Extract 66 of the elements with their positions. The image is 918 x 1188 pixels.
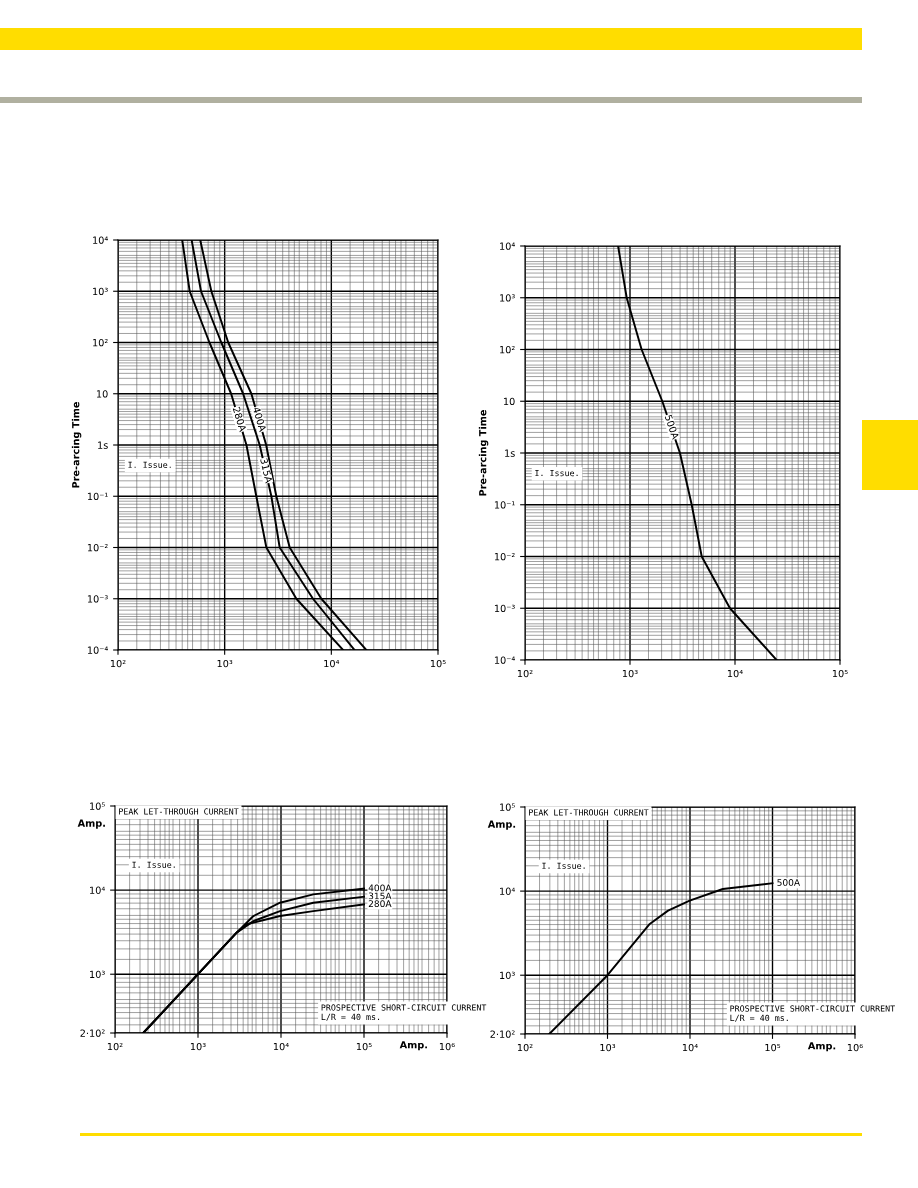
y-tick-label: 10⁵ (500, 803, 515, 811)
x-tick-label: 10⁵ (832, 669, 848, 678)
y-tick-label: 10³ (500, 294, 515, 302)
y-tick-label: 1s (505, 449, 515, 457)
y-tick-label: 10⁻⁴ (87, 646, 108, 654)
x-tick-label: 10⁴ (682, 1043, 698, 1052)
x-axis-title: Amp. (807, 1042, 836, 1052)
y-tick-label: 2·10² (490, 1030, 515, 1038)
x-tick-label: 10² (517, 1043, 533, 1052)
annotation: PEAK LET-THROUGH CURRENT (119, 808, 239, 815)
x-tick-label: 10⁶ (847, 1043, 863, 1052)
x-tick-label: 10⁵ (765, 1043, 781, 1052)
y-tick-label: 10⁴ (93, 236, 108, 244)
annotation: I. Issue. (535, 470, 578, 477)
annotation: PEAK LET-THROUGH CURRENT (529, 809, 649, 816)
x-tick-label: 10⁴ (324, 659, 340, 668)
series-label: 280A (368, 900, 392, 908)
y-tick-label: 10⁻² (87, 543, 108, 552)
x-tick-label: 10⁵ (430, 659, 446, 668)
text: 280A (232, 406, 247, 433)
y-tick-label: 10² (93, 338, 108, 347)
y-axis-title: Pre-arcing Time (478, 409, 489, 496)
x-tick-label: 10³ (217, 659, 233, 668)
annotation: I. Issue. (542, 862, 585, 869)
y-tick-label: 10³ (93, 287, 108, 296)
y-tick-label: 10⁴ (500, 242, 515, 250)
y-tick-label: 10² (500, 345, 515, 354)
x-tick-label: 10³ (622, 669, 638, 678)
x-tick-label: 10⁶ (439, 1042, 455, 1051)
y-tick-label: 10⁻¹ (494, 501, 515, 509)
series-label: 315A (368, 892, 392, 900)
x-tick-label: 10⁴ (273, 1042, 289, 1051)
y-tick-label: 10⁴ (500, 887, 515, 895)
x-tick-label: 10² (110, 659, 126, 668)
x-tick-label: 10² (517, 669, 533, 678)
y-axis-title: Pre-arcing Time (71, 401, 82, 488)
x-tick-label: 10³ (600, 1043, 616, 1052)
annotation: I. Issue. (132, 861, 175, 868)
x-tick-label: 10² (107, 1042, 123, 1051)
series-label: 400A (368, 884, 392, 892)
y-axis-title: Amp. (77, 819, 105, 829)
series-label: 500A (777, 879, 800, 886)
text: 315A (260, 458, 273, 484)
y-tick-label: 10⁻¹ (87, 492, 108, 501)
y-tick-label: 2·10² (80, 1029, 105, 1037)
y-tick-label: 10⁻³ (87, 595, 108, 603)
y-tick-label: 1s (98, 441, 108, 449)
x-axis-title: Amp. (399, 1041, 427, 1051)
y-tick-label: 10⁻² (494, 552, 515, 561)
text: 500A (664, 414, 680, 440)
y-tick-label: 10⁻³ (494, 604, 515, 613)
annotation: I. Issue. (128, 461, 171, 468)
y-tick-label: 10⁻⁴ (494, 656, 515, 664)
x-tick-label: 10⁵ (356, 1042, 372, 1051)
text: 400A (252, 406, 267, 433)
x-tick-label: 10⁴ (727, 669, 743, 678)
annotation: PROSPECTIVE SHORT-CIRCUIT CURRENT L/R = 40 ms. (730, 1005, 895, 1022)
annotation: PROSPECTIVE SHORT-CIRCUIT CURRENT L/R = 40 ms. (321, 1004, 487, 1021)
x-tick-label: 10³ (190, 1042, 206, 1051)
y-tick-label: 10³ (500, 971, 515, 980)
y-tick-label: 10⁴ (90, 886, 105, 894)
y-axis-title: Amp. (487, 820, 516, 830)
y-tick-label: 10 (503, 397, 515, 406)
y-tick-label: 10⁵ (90, 802, 105, 810)
y-tick-label: 10³ (90, 970, 105, 979)
y-tick-label: 10 (96, 390, 108, 398)
